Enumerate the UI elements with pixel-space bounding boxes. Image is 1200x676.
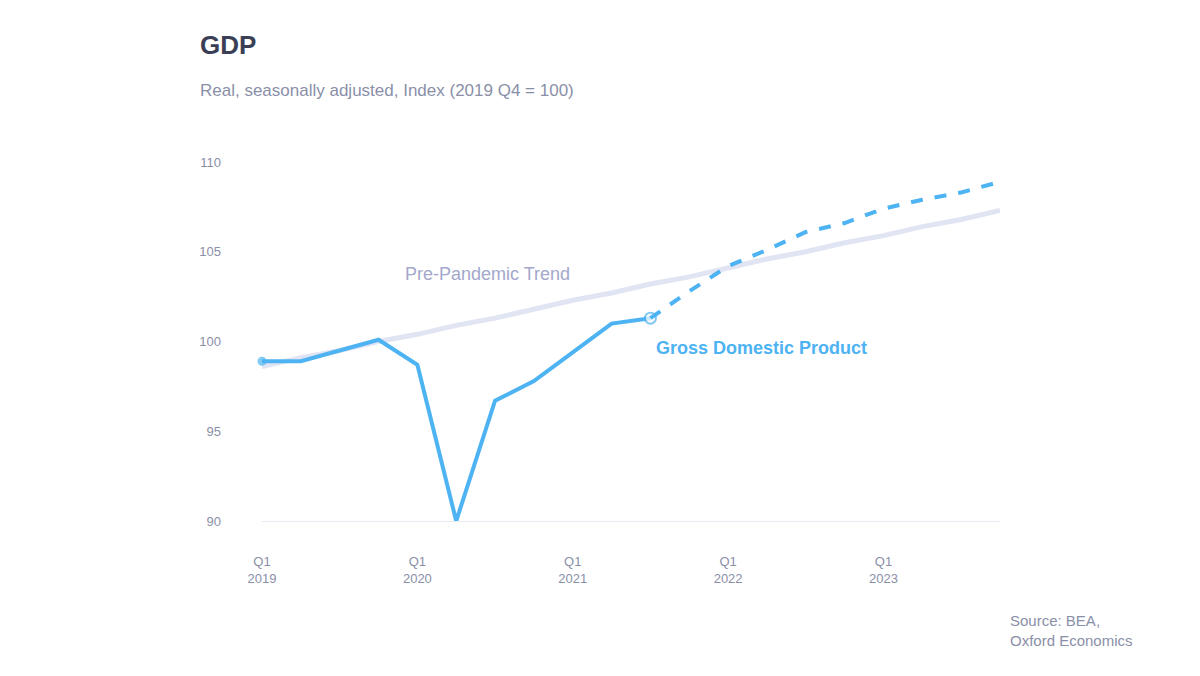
svg-text:Real, seasonally adjusted, Ind: Real, seasonally adjusted, Index (2019 Q…	[200, 81, 574, 100]
svg-text:Q12019: Q12019	[248, 554, 277, 586]
svg-text:Q12022: Q12022	[714, 554, 743, 586]
svg-text:Gross Domestic Product: Gross Domestic Product	[656, 338, 867, 358]
svg-text:Source: BEA,Oxford Economics: Source: BEA,Oxford Economics	[1010, 612, 1133, 649]
svg-text:105: 105	[199, 244, 221, 259]
svg-text:Q12020: Q12020	[403, 554, 432, 586]
svg-text:Q12021: Q12021	[558, 554, 587, 586]
svg-text:Pre-Pandemic Trend: Pre-Pandemic Trend	[405, 264, 570, 284]
svg-text:100: 100	[199, 334, 221, 349]
svg-text:90: 90	[207, 514, 221, 529]
svg-text:110: 110	[200, 155, 221, 170]
svg-text:Q12023: Q12023	[869, 554, 898, 586]
svg-text:GDP: GDP	[200, 30, 256, 60]
svg-text:95: 95	[207, 424, 221, 439]
